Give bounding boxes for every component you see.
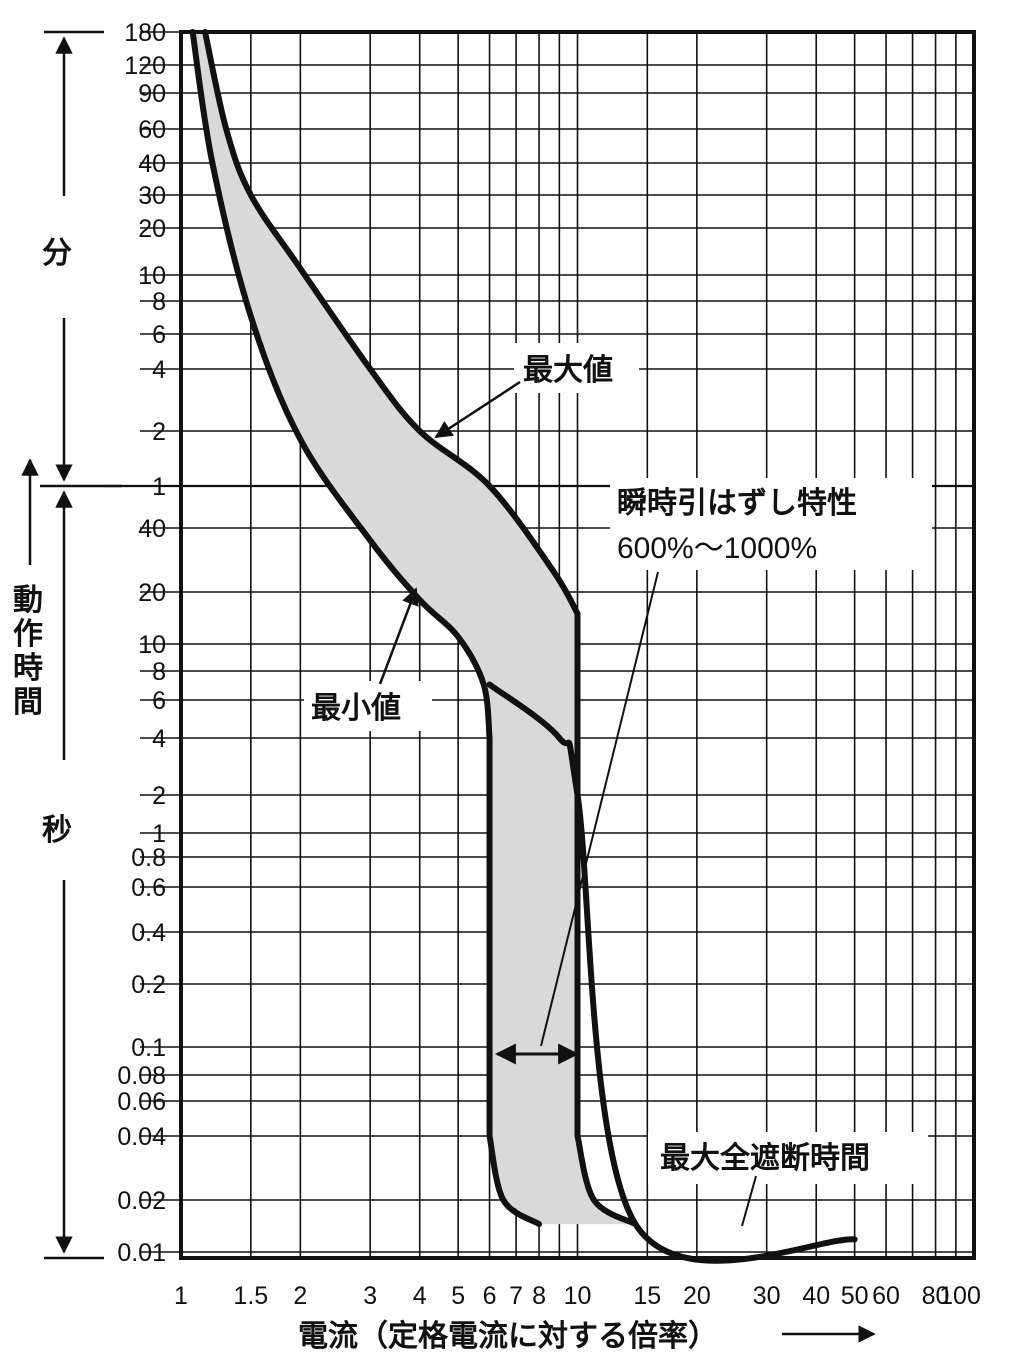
y-tick-label: 60 [138,116,166,144]
unit-seconds: 秒 [42,813,72,848]
x-tick-label: 60 [872,1282,900,1310]
x-tick-label: 1 [174,1282,188,1310]
y-tick-label: 0.06 [117,1088,166,1116]
series-line-max [202,29,639,1228]
annotation-min-text: 最小値 [311,691,401,726]
y-tick-label: 20 [138,579,166,607]
y-tick-label: 1 [152,473,166,501]
x-tick-label: 1.5 [233,1282,268,1310]
x-tick-label: 5 [451,1282,465,1310]
y-tick-label: 20 [138,215,166,243]
x-tick-label: 2 [293,1282,307,1310]
x-tick-label: 7 [509,1282,523,1310]
series-line-min [189,29,543,1228]
annotation-max: 最大値 [434,343,639,439]
y-tick-label: 2 [152,418,166,446]
x-tick-label: 80 [922,1282,950,1310]
x-tick-label: 30 [753,1282,781,1310]
y-tick-label: 4 [152,356,166,384]
y-tick-label: 0.4 [131,919,166,947]
y-tick-label: 4 [152,725,166,753]
y-tick-label: 0.1 [131,1034,166,1062]
x-axis-label: 電流（定格電流に対する倍率） [298,1319,718,1354]
annotation-min: 最小値 [304,587,432,731]
y-tick-label: 90 [138,80,166,108]
plot-border [179,30,976,1260]
x-tick-label: 10 [564,1282,592,1310]
y-tick-labels: 18012090604030201086421402010864210.80.6… [117,19,166,1267]
y-tick-label: 0.01 [117,1239,166,1267]
x-tick-label: 50 [841,1282,869,1310]
operating-band [192,32,636,1225]
y-tick-label: 0.02 [117,1187,166,1215]
y-tick-label: 120 [124,52,166,80]
y-tick-label: 10 [138,262,166,290]
x-tick-label: 4 [413,1282,427,1310]
series-line-total-clearing [486,681,858,1264]
x-tick-label: 40 [802,1282,830,1310]
y-tick-label: 0.8 [131,844,166,872]
annotation-max-text: 最大値 [523,353,613,388]
x-tick-label: 15 [633,1282,661,1310]
y-tick-label: 0.08 [117,1062,166,1090]
annotation-instantaneous-text: 瞬時引はずし特性 [617,486,857,521]
y-tick-label: 10 [138,631,166,659]
y-tick-label: 8 [152,288,166,316]
y-tick-label: 6 [152,321,166,349]
y-tick-label: 0.04 [117,1123,166,1151]
annotation-instantaneous-range: 600%〜1000% [617,532,817,565]
y-tick-label: 0.6 [131,874,166,902]
x-tick-label: 100 [939,1282,981,1310]
y-tick-label: 6 [152,687,166,715]
x-tick-label: 20 [683,1282,711,1310]
y-tick-label: 8 [152,658,166,686]
x-tick-label: 8 [532,1282,546,1310]
annotation-total-clearing-text: 最大全遮断時間 [660,1141,870,1176]
y-unit-brackets [21,30,122,1260]
unit-minutes: 分 [42,236,72,271]
y-tick-label: 180 [124,19,166,47]
y-tick-label: 40 [138,515,166,543]
annotation-total-clearing: 最大全遮断時間 [648,1132,928,1227]
y-axis-label: 動作時間 [13,583,43,720]
annotation-instantaneous: 瞬時引はずし特性 600%〜1000% [494,478,932,1065]
y-tick-label: 30 [138,182,166,210]
x-tick-label: 6 [483,1282,497,1310]
y-tick-label: 40 [138,150,166,178]
y-tick-label: 2 [152,782,166,810]
y-tick-label: 1 [152,820,166,848]
x-tick-label: 3 [363,1282,377,1310]
y-tick-label: 0.2 [131,971,166,999]
